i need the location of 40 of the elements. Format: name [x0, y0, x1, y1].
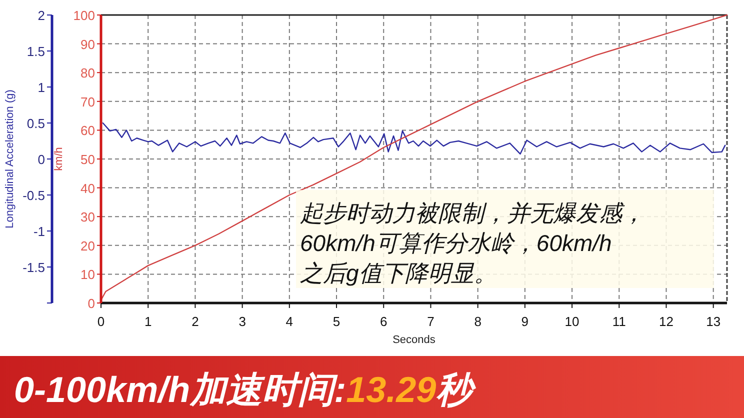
x-tick-label: 2: [192, 314, 199, 329]
annotation: 起步时动力被限制，并无爆发感， 60km/h可算作分水岭，60km/h 之后g值下降明显。: [300, 200, 645, 286]
y2-tick-label: 70: [80, 94, 95, 110]
y2-tick-label: 40: [80, 180, 95, 196]
x-tick-label: 6: [380, 314, 388, 329]
y2-axis-title: km/h: [53, 147, 65, 171]
y2-tick-label: 10: [80, 267, 95, 282]
x-tick-label: 1: [144, 314, 152, 329]
text: 0-100km/h加速时间:13.29秒: [14, 369, 478, 410]
y2-tick-label: 20: [80, 238, 95, 254]
line-series: [100, 14, 728, 301]
x-tick-label: 9: [521, 314, 529, 329]
y-tick-label: 2: [38, 8, 45, 23]
y-axis-title: Longitudinal Acceleration (g): [4, 90, 16, 228]
x-tick-label: 11: [612, 314, 626, 329]
x-tick-label: 3: [238, 314, 246, 329]
y-tick-label: 1: [38, 80, 45, 95]
y-tick-label: 0.5: [26, 116, 45, 131]
x-tick-label: 13: [706, 314, 721, 329]
line-series: [102, 122, 726, 155]
y2-tick-label: 90: [80, 36, 95, 52]
y2-tick-label: 60: [80, 123, 95, 138]
x-tick-label: 12: [659, 314, 674, 329]
x-tick-label: 0: [97, 314, 105, 329]
y-tick-label: 1.5: [26, 44, 45, 59]
y-tick-label: 0: [38, 152, 45, 167]
x-tick-label: 10: [564, 314, 580, 329]
y2-tick-label: 80: [80, 66, 95, 81]
y2-tick-label: 50: [80, 152, 95, 167]
x-tick-label: 4: [286, 314, 294, 329]
x-tick-label: 7: [427, 314, 434, 329]
y-tick-label: -0.5: [22, 188, 45, 203]
x-tick-label: 8: [474, 314, 482, 329]
y-tick-label: -1.5: [22, 260, 45, 275]
y2-tick-label: 100: [73, 8, 95, 23]
x-axis-title: Seconds: [392, 334, 436, 346]
y2-tick-label: 0: [88, 296, 95, 311]
x-tick-label: 5: [332, 314, 340, 329]
y-tick-label: -1: [33, 224, 45, 239]
y2-tick-label: 30: [80, 210, 95, 225]
